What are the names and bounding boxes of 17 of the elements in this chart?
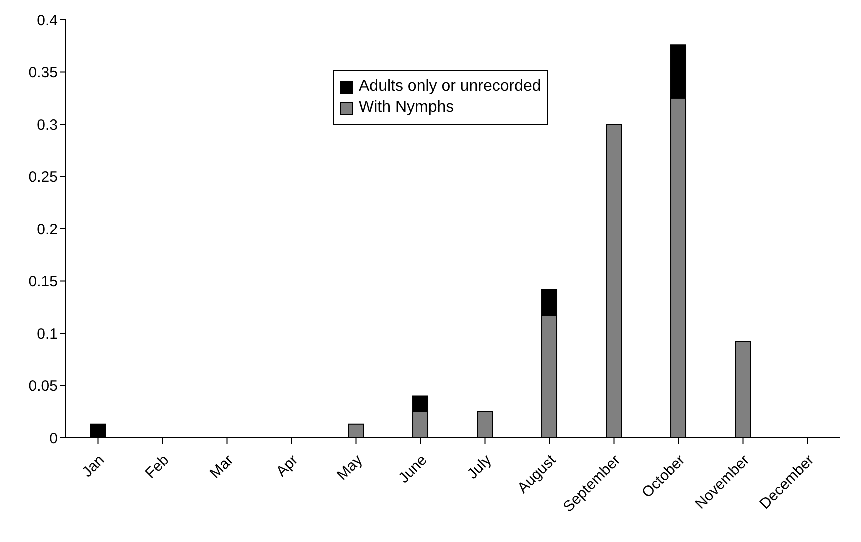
y-tick-label: 0.05	[28, 378, 58, 396]
y-tick-label: 0.15	[28, 274, 58, 291]
y-tick-label: 0.35	[28, 64, 58, 82]
y-tick-label: 0	[50, 430, 58, 448]
legend-label: With Nymphs	[359, 99, 454, 117]
y-tick-label: 0.2	[37, 221, 58, 238]
x-tick-label: Mar	[206, 452, 238, 482]
y-tick-label: 0.4	[37, 12, 58, 30]
y-tick-label: 0.1	[37, 326, 58, 343]
x-tick-label: July	[464, 452, 496, 483]
x-tick-label: Apr	[273, 452, 302, 480]
y-tick-label: 0.3	[37, 116, 58, 134]
legend-label: Adults only or unrecorded	[359, 78, 542, 96]
y-tick-label: 0.25	[28, 169, 58, 186]
x-tick-label: Feb	[142, 452, 173, 482]
x-tick-label: May	[334, 452, 366, 484]
x-tick-label: Jan	[79, 452, 108, 482]
